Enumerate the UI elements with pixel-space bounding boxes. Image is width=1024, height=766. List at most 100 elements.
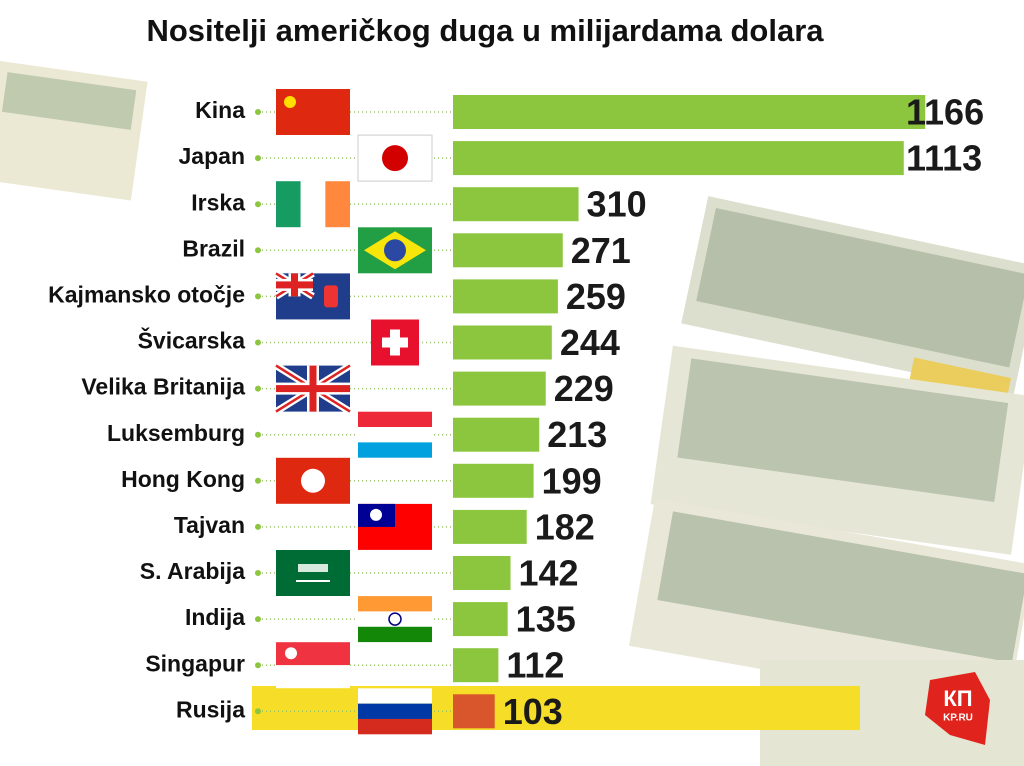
logo: КП KP.RU — [925, 672, 990, 745]
leader-dot — [255, 431, 261, 438]
flag-stripe — [358, 626, 432, 643]
flag — [276, 457, 350, 504]
flag-stripe — [358, 611, 432, 627]
flag-disc — [384, 239, 406, 262]
bar — [453, 556, 511, 590]
leader-dot — [255, 155, 261, 162]
value-label: 244 — [560, 322, 620, 363]
chart-title: Nositelji američkog duga u milijardama d… — [146, 13, 824, 48]
value-label: 1113 — [906, 138, 982, 179]
flag-cross — [382, 337, 408, 348]
category-label: S. Arabija — [140, 558, 245, 584]
leader-dot — [255, 570, 261, 576]
bar — [453, 279, 558, 314]
flag-stripe — [358, 427, 432, 443]
value-label: 112 — [506, 645, 564, 686]
flag-stripe — [358, 703, 432, 719]
value-label: 271 — [571, 230, 631, 271]
bar — [453, 417, 540, 452]
flag-cross — [276, 281, 313, 289]
leader-dot — [255, 293, 261, 300]
flag — [371, 319, 419, 366]
bar — [453, 95, 926, 129]
leader-dot — [255, 662, 261, 669]
flag-disc — [382, 145, 408, 172]
flag — [276, 550, 350, 596]
bar — [453, 694, 495, 729]
flag — [358, 503, 432, 550]
money-stack — [677, 358, 1009, 502]
flag-wheel — [388, 612, 402, 626]
bar — [453, 648, 499, 683]
flag-moon — [285, 647, 297, 660]
category-label: Indija — [185, 604, 245, 630]
bar — [453, 463, 534, 498]
flag — [276, 642, 350, 689]
flag-stripe — [300, 181, 326, 228]
flag-stripe — [358, 718, 432, 735]
bar — [453, 233, 563, 268]
value-label: 199 — [542, 460, 602, 501]
flag-field — [276, 550, 350, 596]
value-label: 182 — [535, 506, 595, 547]
value-label: 310 — [587, 184, 647, 225]
flag — [358, 411, 432, 458]
category-label: Švicarska — [138, 327, 246, 354]
leader-dot — [255, 339, 261, 346]
flag — [276, 181, 350, 228]
leader-dot — [255, 523, 261, 530]
flag-cross — [276, 385, 350, 393]
flag-stripe — [276, 642, 350, 666]
leader-dot — [255, 616, 261, 623]
money-decoration — [0, 60, 1024, 766]
flag-script — [298, 564, 328, 572]
logo-subtext: KP.RU — [943, 713, 973, 724]
flag — [358, 227, 432, 274]
category-label: Irska — [191, 189, 245, 215]
leader-dot — [255, 247, 261, 254]
value-label: 135 — [516, 599, 576, 640]
value-label: 142 — [519, 553, 579, 594]
leader-dot — [255, 109, 261, 115]
leader-dot — [255, 385, 261, 392]
bar — [453, 325, 552, 360]
category-label: Luksemburg — [107, 420, 245, 446]
flag — [358, 688, 432, 735]
money-stack — [696, 208, 1024, 368]
category-label: Rusija — [176, 696, 245, 722]
flag — [274, 270, 350, 320]
flag-stripe — [358, 411, 432, 428]
flag-field — [276, 89, 350, 135]
leader-dot — [255, 708, 261, 715]
flag — [358, 596, 432, 643]
flag-stripe — [325, 181, 350, 228]
value-label: 103 — [503, 691, 563, 732]
leader-dot — [255, 201, 261, 208]
flag-flower — [301, 468, 325, 493]
flag-sun — [370, 508, 382, 521]
flag-badge — [324, 285, 338, 308]
category-label: Hong Kong — [121, 466, 245, 492]
bar — [453, 141, 904, 176]
flag — [357, 134, 433, 182]
money-stack — [657, 511, 1024, 663]
bar — [453, 509, 527, 544]
flag-stripe — [358, 688, 432, 704]
category-label: Japan — [179, 143, 245, 169]
logo-text: КП — [943, 686, 972, 711]
category-label: Brazil — [182, 235, 245, 261]
bar — [453, 187, 579, 222]
flag — [274, 362, 352, 415]
flag-sword — [296, 580, 330, 582]
category-label: Kina — [195, 97, 245, 123]
category-label: Velika Britanija — [81, 374, 245, 400]
logo-shape — [925, 672, 990, 745]
money-stack — [1, 72, 137, 130]
category-label: Tajvan — [174, 512, 245, 538]
highlight-band — [252, 686, 860, 730]
category-label: Kajmansko otočje — [48, 281, 245, 307]
flag-stripe — [276, 181, 301, 228]
value-label: 229 — [554, 368, 614, 409]
